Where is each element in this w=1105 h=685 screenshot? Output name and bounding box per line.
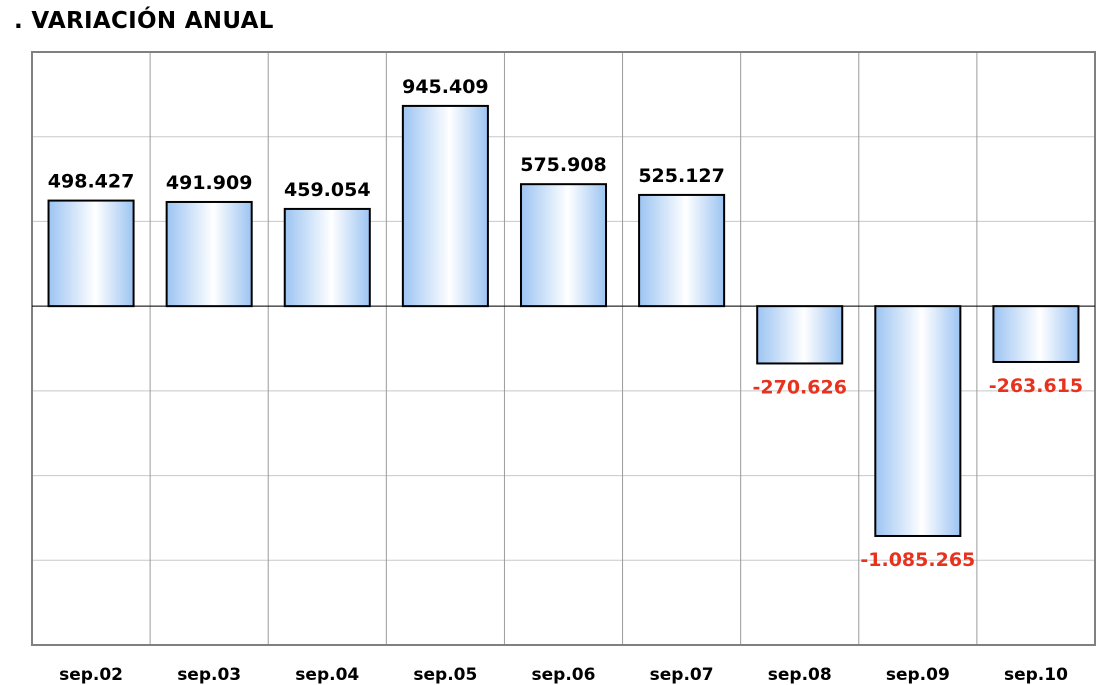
- category-labels: sep.02 sep.03 sep.04 sep.05 sep.06 sep.07 sep.…: [59, 665, 1068, 685]
- bars: [47, 104, 1080, 537]
- data-label-sep.02: 498.427: [48, 171, 135, 193]
- data-labels: 498.427 491.909 459.054 945.409 575.908 525.1…: [48, 76, 1083, 571]
- data-label-sep.07: 525.127: [638, 165, 725, 187]
- bar-sep.10: [992, 305, 1080, 363]
- data-label-sep.03: 491.909: [166, 172, 253, 194]
- category-label-sep.08: sep.08: [768, 665, 832, 685]
- category-label-sep.06: sep.06: [532, 665, 596, 685]
- bar-sep.06: [519, 183, 608, 308]
- category-label-sep.03: sep.03: [177, 665, 241, 685]
- data-label-sep.06: 575.908: [520, 154, 607, 176]
- data-label-sep.04: 459.054: [284, 179, 371, 201]
- data-label-sep.09: -1.085.265: [860, 549, 975, 571]
- category-label-sep.10: sep.10: [1004, 665, 1068, 685]
- category-label-sep.09: sep.09: [886, 665, 950, 685]
- category-label-sep.07: sep.07: [650, 665, 714, 685]
- data-label-sep.08: -270.626: [753, 376, 847, 398]
- bar-sep.03: [165, 200, 253, 308]
- category-label-sep.04: sep.04: [295, 665, 359, 685]
- bar-sep.09: [874, 305, 962, 537]
- chart-title: . VARIACIÓN ANUAL: [14, 8, 274, 34]
- category-label-sep.02: sep.02: [59, 665, 123, 685]
- category-label-sep.05: sep.05: [413, 665, 477, 685]
- data-label-sep.10: -263.615: [989, 375, 1083, 397]
- bar-sep.07: [638, 193, 726, 308]
- data-label-sep.05: 945.409: [402, 76, 489, 98]
- plot-frame: [31, 51, 1096, 646]
- bar-sep.04: [283, 207, 371, 308]
- bar-sep.02: [47, 199, 135, 308]
- bar-sep.05: [401, 104, 489, 308]
- gridlines: [31, 51, 1096, 646]
- bar-sep.08: [756, 305, 844, 365]
